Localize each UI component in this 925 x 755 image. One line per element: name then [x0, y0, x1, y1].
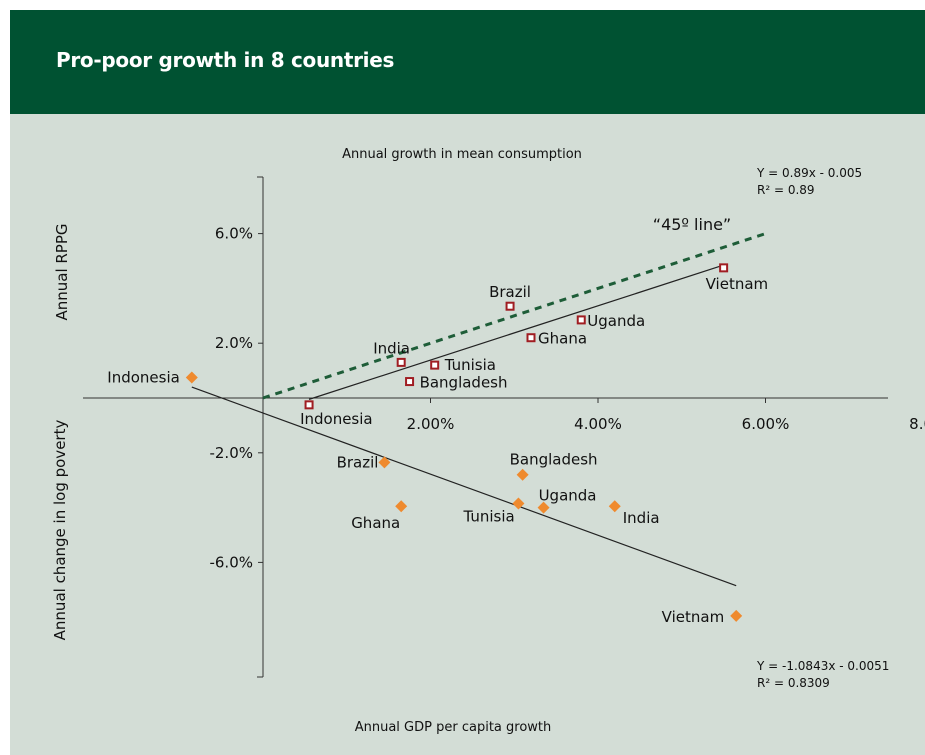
title-banner: Pro-poor growth in 8 countries: [10, 10, 925, 114]
point-label: Bangladesh: [420, 374, 508, 392]
rppg-point: [526, 333, 536, 343]
rppg-point: [430, 360, 440, 370]
point-label: Indonesia: [300, 410, 373, 428]
rppg-point: [304, 400, 314, 410]
rppg-point: [396, 357, 406, 367]
y-tick-label: 2.0%: [215, 334, 253, 352]
trendline-r2: R² = 0.8309: [757, 676, 830, 690]
trendline: [308, 264, 724, 400]
x-tick-label: 4.00%: [574, 415, 622, 433]
marks-group: [185, 263, 743, 622]
y-tick-label: -2.0%: [209, 444, 253, 462]
trendline-equation: Y = -1.0843x - 0.0051: [756, 659, 889, 673]
rppg-point: [576, 315, 586, 325]
point-label: Brazil: [337, 453, 379, 471]
reference-line-label: “45º line”: [653, 215, 731, 234]
rppg-point: [505, 301, 515, 311]
trendline-r2: R² = 0.89: [757, 183, 815, 197]
poverty-point: [537, 501, 550, 514]
point-label: Tunisia: [462, 507, 514, 525]
point-label: Uganda: [539, 487, 597, 505]
y-tick-label: -6.0%: [209, 553, 253, 571]
y-tick-label: 6.0%: [215, 225, 253, 243]
poverty-point: [378, 456, 391, 469]
trendline-equation: Y = 0.89x - 0.005: [756, 166, 862, 180]
x-tick-label: 8.00%: [909, 415, 925, 433]
rppg-point: [719, 263, 729, 273]
top-axis-label: Annual growth in mean consumption: [342, 147, 582, 162]
point-label: Tunisia: [444, 356, 496, 374]
y-axis-label-top: Annual RPPG: [53, 223, 71, 320]
point-label: Indonesia: [107, 368, 180, 386]
point-label: India: [373, 339, 410, 357]
x-tick-label: 6.00%: [742, 415, 790, 433]
point-label: Ghana: [351, 514, 400, 532]
point-label: Brazil: [489, 283, 531, 301]
point-label: India: [623, 509, 660, 527]
y-axis-label-bottom: Annual change in log poverty: [51, 420, 69, 641]
poverty-point: [730, 609, 743, 622]
point-label: Uganda: [587, 312, 645, 330]
point-label: Bangladesh: [510, 451, 598, 469]
labels-group: 2.00% 4.00% 6.00% 8.00% 6.0% 2.0% -2.0% -6.0% An…: [51, 147, 925, 735]
poverty-point: [185, 371, 198, 384]
lines-group: [191, 232, 766, 587]
reference-45-line: [262, 232, 766, 400]
chart-title: Pro-poor growth in 8 countries: [56, 48, 395, 72]
axes-group: [83, 176, 888, 678]
point-label: Ghana: [538, 330, 587, 348]
point-label: Vietnam: [706, 275, 769, 293]
poverty-point: [512, 497, 525, 510]
bottom-axis-label: Annual GDP per capita growth: [355, 720, 552, 735]
poverty-point: [608, 500, 621, 513]
poverty-point: [395, 500, 408, 513]
trendline: [191, 386, 737, 587]
figure-frame: Pro-poor growth in 8 countries: [10, 10, 925, 755]
rppg-point: [405, 377, 415, 387]
poverty-point: [516, 468, 529, 481]
x-tick-label: 2.00%: [407, 415, 455, 433]
point-label: Vietnam: [662, 608, 725, 626]
